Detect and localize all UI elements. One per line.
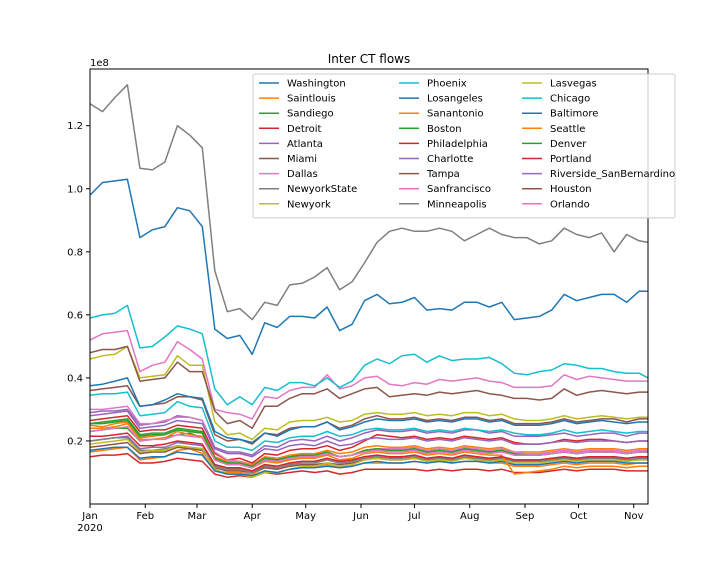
series-line-chicago bbox=[89, 391, 648, 452]
legend-label: Chicago bbox=[550, 94, 590, 105]
legend-label: Losangeles bbox=[427, 94, 483, 105]
series-line-atlanta bbox=[89, 408, 648, 456]
plot-frame bbox=[89, 68, 649, 505]
legend-label: Sanantonio bbox=[427, 109, 484, 120]
x-tick-label: Feb bbox=[136, 511, 154, 522]
legend-label: NewyorkState bbox=[287, 184, 357, 195]
series-line-baltimore bbox=[89, 446, 648, 477]
legend: Washington Saintlouis Sandiego Detroit Atlan… bbox=[252, 73, 676, 219]
legend-label: Philadelphia bbox=[427, 139, 488, 150]
y-tick-label: 1.2 bbox=[67, 121, 83, 132]
x-tick-sublabel: 2020 bbox=[77, 523, 102, 534]
legend-label: Phoenix bbox=[427, 79, 467, 90]
legend-label: Houston bbox=[550, 184, 592, 195]
x-tick-label: Oct bbox=[570, 511, 587, 522]
legend-label: Miami bbox=[287, 154, 317, 165]
series-layer bbox=[89, 84, 649, 478]
series-line-seattle bbox=[90, 422, 648, 475]
series-line-orlando bbox=[89, 426, 648, 469]
legend-label: Boston bbox=[427, 124, 462, 135]
y-axis: 0.2 0.4 0.6 0.8 1.0 1.2 bbox=[67, 121, 90, 447]
series-line-newyork bbox=[89, 345, 648, 441]
legend-label: Riverside_SanBernardino bbox=[550, 169, 675, 180]
legend-label: Saintlouis bbox=[287, 94, 336, 105]
series-line-newyorkstate bbox=[89, 84, 649, 321]
legend-label: Atlanta bbox=[287, 139, 323, 150]
series-line-miami bbox=[89, 385, 648, 445]
legend-label: Denver bbox=[550, 139, 587, 150]
series-line-washington bbox=[89, 178, 648, 356]
legend-label: Lasvegas bbox=[550, 79, 597, 90]
x-tick-label: Aug bbox=[460, 511, 480, 522]
legend-label: Minneapolis bbox=[427, 199, 487, 210]
series-line-lasvegas bbox=[89, 438, 648, 478]
y-scale-label: 1e8 bbox=[90, 58, 109, 69]
x-tick-label: Jun bbox=[352, 511, 369, 522]
series-line-phoenix bbox=[89, 304, 649, 406]
x-tick-label: May bbox=[295, 511, 316, 522]
y-tick-label: 0.6 bbox=[67, 310, 83, 321]
series-line-riverside-sanbernardino bbox=[89, 410, 648, 458]
chart-title: Inter CT flows bbox=[328, 52, 410, 66]
x-tick-label: Nov bbox=[624, 511, 644, 522]
legend-label: Charlotte bbox=[427, 154, 473, 165]
x-tick-label: Mar bbox=[188, 511, 208, 522]
legend-label: Baltimore bbox=[550, 109, 598, 120]
series-line-portland bbox=[90, 432, 648, 472]
series-line-houston bbox=[89, 345, 648, 430]
x-tick-label: Jul bbox=[407, 511, 420, 522]
y-tick-label: 0.2 bbox=[67, 436, 83, 447]
legend-label: Washington bbox=[287, 79, 346, 90]
legend-label: Seattle bbox=[550, 124, 585, 135]
legend-label: Newyork bbox=[287, 199, 331, 210]
y-tick-label: 0.4 bbox=[67, 373, 83, 384]
legend-label: Orlando bbox=[550, 199, 590, 210]
legend-box bbox=[252, 73, 676, 219]
series-line-dallas bbox=[89, 329, 648, 420]
x-tick-label: Sep bbox=[516, 511, 535, 522]
series-line-losangeles bbox=[89, 377, 648, 444]
legend-label: Detroit bbox=[287, 124, 322, 135]
x-tick-label: Jan bbox=[81, 511, 97, 522]
y-tick-label: 1.0 bbox=[67, 184, 83, 195]
legend-label: Dallas bbox=[287, 169, 318, 180]
legend-label: Portland bbox=[550, 154, 591, 165]
y-tick-label: 0.8 bbox=[67, 247, 83, 258]
series-line-saintlouis bbox=[89, 446, 648, 475]
series-line-detroit bbox=[89, 452, 648, 478]
legend-label: Tampa bbox=[426, 169, 460, 180]
legend-label: Sandiego bbox=[287, 109, 334, 120]
legend-label: Sanfrancisco bbox=[427, 184, 491, 195]
x-tick-label: Apr bbox=[244, 511, 262, 522]
